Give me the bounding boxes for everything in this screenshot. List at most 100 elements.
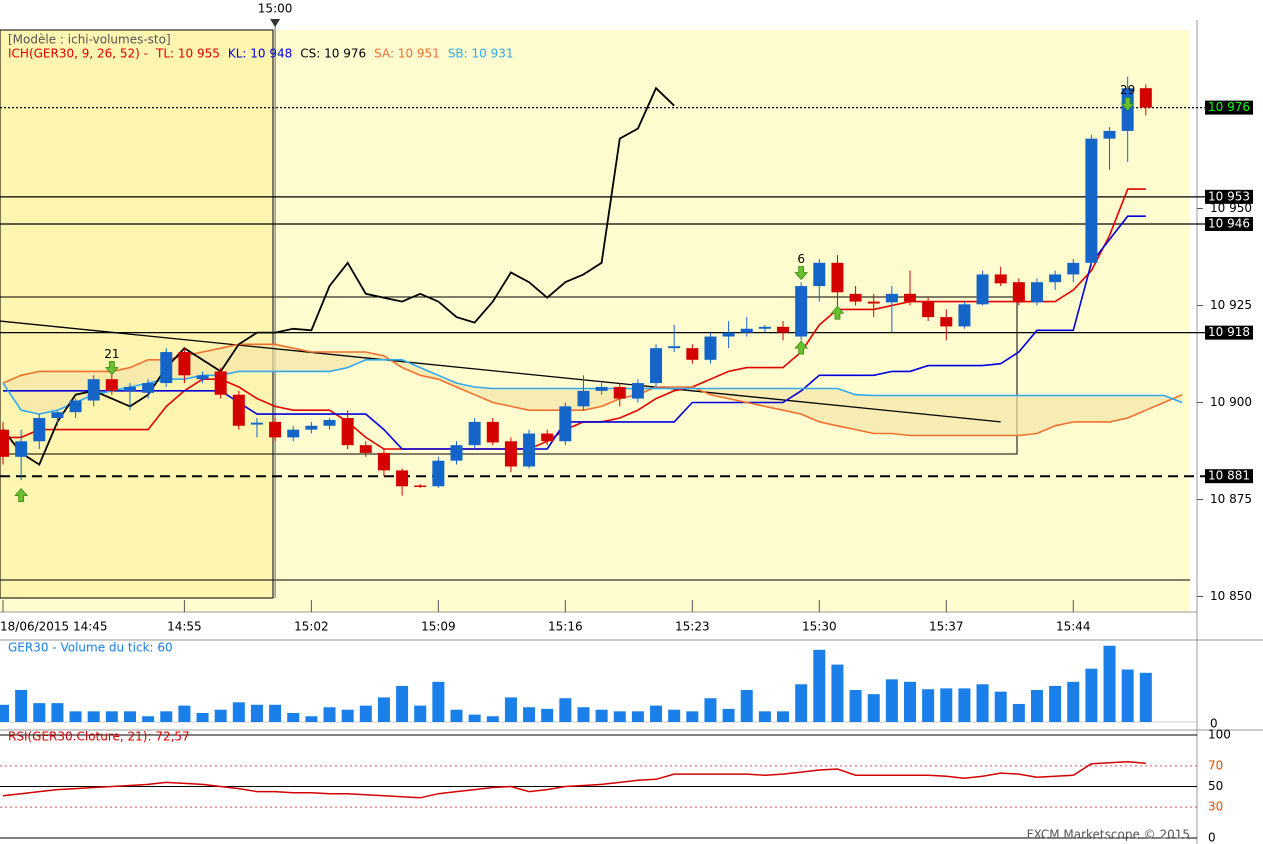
volume-bar xyxy=(69,711,82,722)
x-tick-label: 15:44 xyxy=(1056,620,1091,634)
volume-bar xyxy=(740,690,753,722)
volume-bar xyxy=(541,708,554,722)
candle-body xyxy=(795,286,808,337)
candle-body xyxy=(468,421,481,446)
candle-body xyxy=(0,429,9,457)
candle-body xyxy=(432,460,445,487)
candle-body xyxy=(269,421,282,438)
x-tick-label: 18/06/2015 14:45 xyxy=(0,620,108,634)
level-label-box xyxy=(1205,217,1253,231)
signal-label: 29 xyxy=(1120,83,1135,97)
candle-body xyxy=(450,445,463,461)
volume-bar xyxy=(323,707,336,722)
candle-body xyxy=(359,445,372,453)
volume-bar xyxy=(650,705,663,722)
candle-body xyxy=(414,485,427,488)
candle-body xyxy=(396,470,409,487)
volume-bar xyxy=(668,709,681,722)
volume-bar xyxy=(885,679,898,722)
candle-body xyxy=(1067,262,1080,275)
x-tick-label: 15:16 xyxy=(548,620,583,634)
template-label: [Modèle : ichi-volumes-sto] xyxy=(8,33,171,47)
candle-body xyxy=(940,317,953,327)
signal-label: 21 xyxy=(104,347,119,361)
time-marker-arrow xyxy=(270,19,281,27)
volume-bar xyxy=(305,716,318,722)
candle-body xyxy=(595,386,608,391)
level-label-box xyxy=(1205,189,1253,204)
rsi-tick-label: 30 xyxy=(1208,800,1223,814)
volume-bar xyxy=(396,685,409,722)
candle-body xyxy=(105,379,118,391)
volume-bar xyxy=(468,714,481,722)
volume-bar xyxy=(613,711,626,722)
candle-body xyxy=(214,371,227,395)
legend-entry: TL: 10 955 xyxy=(155,47,220,61)
volume-bar xyxy=(595,709,608,722)
volume-bar xyxy=(250,704,263,722)
volume-bar xyxy=(142,716,155,722)
volume-bar xyxy=(1030,690,1043,722)
volume-bar xyxy=(414,705,427,722)
signal-arrow xyxy=(794,340,809,355)
candle-body xyxy=(976,274,989,305)
candle-body xyxy=(196,375,209,380)
volume-bar xyxy=(795,684,808,722)
level-label: 10 953 xyxy=(1208,189,1250,203)
level-label: 10 881 xyxy=(1208,469,1250,483)
time-marker-label: 15:00 xyxy=(258,2,293,16)
y-tick-label: 10 850 xyxy=(1210,589,1252,603)
volume-bar xyxy=(160,711,173,722)
volume-bar xyxy=(450,709,463,722)
signal-arrow xyxy=(794,266,809,281)
candle-body xyxy=(922,301,935,318)
candle-body xyxy=(523,433,536,467)
x-tick-label: 15:37 xyxy=(929,620,964,634)
candle-body xyxy=(722,332,735,337)
candle-body xyxy=(613,386,626,399)
volume-bar xyxy=(123,711,136,722)
rsi-title: RSI(GER30.Cloture, 21): 72,57 xyxy=(8,730,190,744)
volume-bar xyxy=(631,711,644,722)
candle-body xyxy=(123,386,136,391)
candle-body xyxy=(541,433,554,442)
volume-bar xyxy=(1012,703,1025,722)
volume-bar xyxy=(1121,669,1134,722)
candle-body xyxy=(885,293,898,303)
candle-body xyxy=(740,328,753,333)
candle-body xyxy=(377,452,390,471)
legend-entry: SA: 10 951 xyxy=(374,47,440,61)
candle-body xyxy=(341,418,354,446)
cloud xyxy=(3,344,1183,436)
volume-bar xyxy=(849,690,862,722)
candle-body xyxy=(486,421,499,443)
candle-body xyxy=(323,419,336,426)
volume-bar xyxy=(232,702,245,722)
volume-bar xyxy=(777,711,790,722)
indicator-line xyxy=(3,215,1146,450)
indicator-line xyxy=(2,343,1183,437)
candle-body xyxy=(668,346,681,349)
candle-body xyxy=(142,383,155,393)
volume-bar xyxy=(105,711,118,722)
volume-bar xyxy=(51,703,64,722)
volume-bar xyxy=(1067,681,1080,722)
candle-body xyxy=(1085,138,1098,263)
candle-body xyxy=(559,406,572,442)
volume-bar xyxy=(504,697,517,722)
volume-bar xyxy=(87,711,100,722)
candle-body xyxy=(287,429,300,438)
volume-bar xyxy=(359,705,372,722)
level-label-box xyxy=(1205,100,1253,115)
signal-arrow xyxy=(14,487,29,502)
volume-bar xyxy=(867,694,880,722)
candle-body xyxy=(758,326,771,329)
volume-bar xyxy=(523,707,536,722)
signal-arrow xyxy=(830,305,845,320)
volume-bar xyxy=(33,703,46,722)
candle-body xyxy=(958,304,971,327)
volume-bar xyxy=(758,711,771,722)
volume-bar xyxy=(976,684,989,722)
rsi-tick-label: 50 xyxy=(1208,779,1223,793)
